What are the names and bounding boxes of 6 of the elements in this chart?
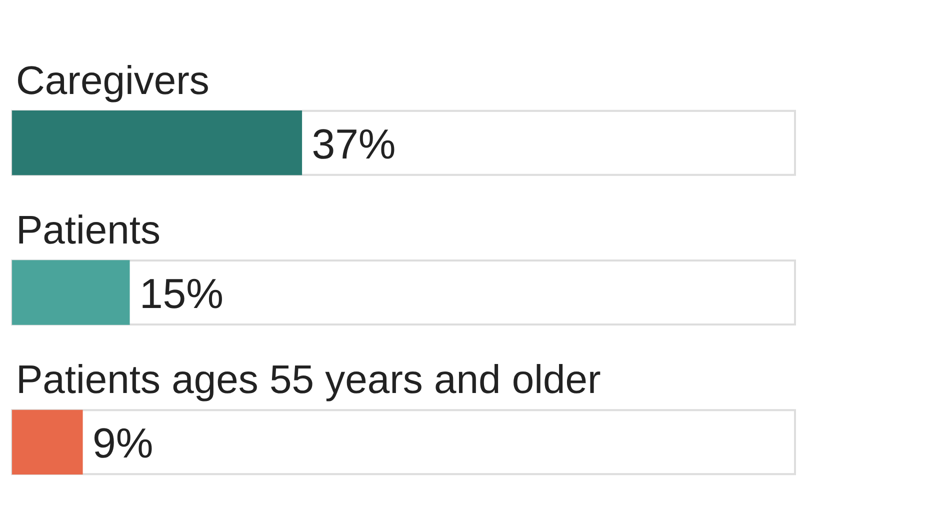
y-tick-label: Patients ages 55 years and older [16,358,601,402]
y-tick-label: Caregivers [16,58,210,103]
y-tick-label: Patients [16,208,161,253]
data-label: 9% [92,420,154,467]
data-label: 15% [139,270,224,318]
data-label: 37% [312,120,396,168]
